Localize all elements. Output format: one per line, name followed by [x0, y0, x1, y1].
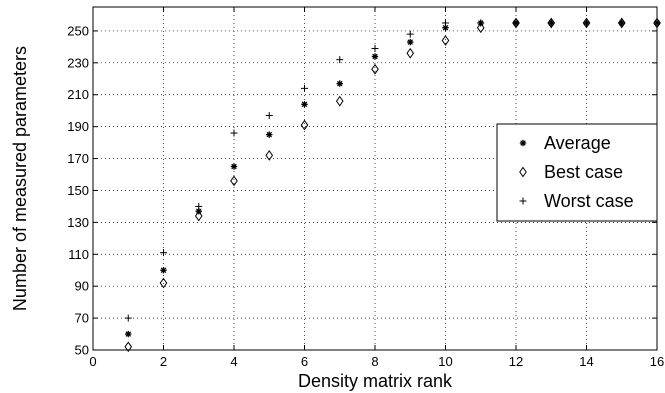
x-tick-label: 4 — [230, 354, 237, 369]
average-point — [125, 330, 132, 338]
x-tick-label: 8 — [371, 354, 378, 369]
y-tick-label: 210 — [67, 87, 89, 102]
legend-box — [496, 123, 658, 222]
worst-case-point — [618, 19, 626, 27]
average-point — [442, 24, 449, 31]
average-point — [230, 163, 238, 170]
worst-case-point — [195, 202, 203, 210]
best-case-point — [300, 119, 309, 131]
x-tick-label: 0 — [89, 354, 96, 369]
series-worst-case — [124, 19, 661, 322]
series-best-case — [124, 17, 661, 353]
average-point — [301, 101, 308, 108]
best-case-point — [406, 47, 415, 59]
legend-label-average: Average — [544, 133, 611, 153]
y-tick-label: 110 — [68, 247, 89, 262]
best-case-point — [441, 35, 450, 46]
x-tick-label: 16 — [650, 354, 664, 369]
worst-case-point — [336, 56, 344, 64]
x-tick-label: 2 — [160, 354, 167, 369]
legend-marker-best-case — [519, 166, 527, 178]
y-tick-label: 170 — [67, 151, 89, 166]
worst-case-point — [477, 19, 485, 27]
worst-case-point — [512, 19, 520, 27]
y-tick-label: 250 — [67, 23, 89, 38]
best-case-point — [159, 277, 168, 289]
legend-label-best-case: Best case — [544, 162, 623, 182]
y-tick-label: 230 — [67, 55, 89, 70]
best-case-point — [124, 341, 133, 353]
x-tick-label: 12 — [509, 354, 523, 369]
x-tick-label: 6 — [301, 354, 308, 369]
best-case-point — [230, 175, 238, 187]
best-case-point — [371, 63, 379, 75]
worst-case-point — [583, 19, 590, 27]
best-case-point — [582, 17, 591, 29]
legend: Average Best case Worst case — [496, 123, 658, 222]
axis-ticks: 0 2 4 6 8 10 12 14 16 50 70 90 110 130 150 170 190 210 230… — [67, 7, 664, 369]
y-tick-label: 130 — [67, 215, 89, 230]
y-tick-label: 150 — [67, 183, 89, 198]
worst-case-point — [371, 44, 379, 52]
x-tick-label: 14 — [579, 354, 593, 369]
x-tick-label: 10 — [438, 354, 452, 369]
worst-case-point — [265, 111, 273, 119]
worst-case-point — [442, 19, 449, 27]
best-case-point — [512, 17, 520, 29]
worst-case-point — [301, 84, 308, 92]
x-axis-title: Density matrix rank — [298, 371, 453, 391]
y-tick-label: 70 — [75, 311, 89, 326]
best-case-point — [547, 17, 556, 29]
worst-case-point — [406, 30, 414, 38]
best-case-point — [617, 17, 626, 29]
average-point — [160, 267, 167, 274]
data-points — [124, 17, 661, 353]
worst-case-point — [653, 19, 661, 27]
y-tick-label: 50 — [75, 343, 89, 358]
y-tick-label: 190 — [67, 119, 89, 134]
y-tick-label: 90 — [75, 279, 89, 294]
y-axis-title: Number of measured parameters — [10, 46, 30, 311]
best-case-point — [476, 22, 485, 34]
average-point — [407, 38, 414, 46]
worst-case-point — [160, 249, 167, 257]
best-case-point — [265, 150, 274, 161]
worst-case-point — [124, 314, 132, 322]
best-case-point — [335, 95, 344, 107]
legend-marker-worst-case — [519, 197, 527, 205]
best-case-point — [653, 17, 661, 29]
worst-case-point — [230, 129, 238, 137]
worst-case-point — [547, 19, 555, 27]
legend-label-worst-case: Worst case — [544, 191, 634, 211]
best-case-point — [194, 210, 203, 222]
average-point — [371, 53, 379, 60]
legend-marker-average — [519, 139, 527, 147]
average-point — [266, 131, 273, 138]
average-point — [336, 80, 343, 87]
